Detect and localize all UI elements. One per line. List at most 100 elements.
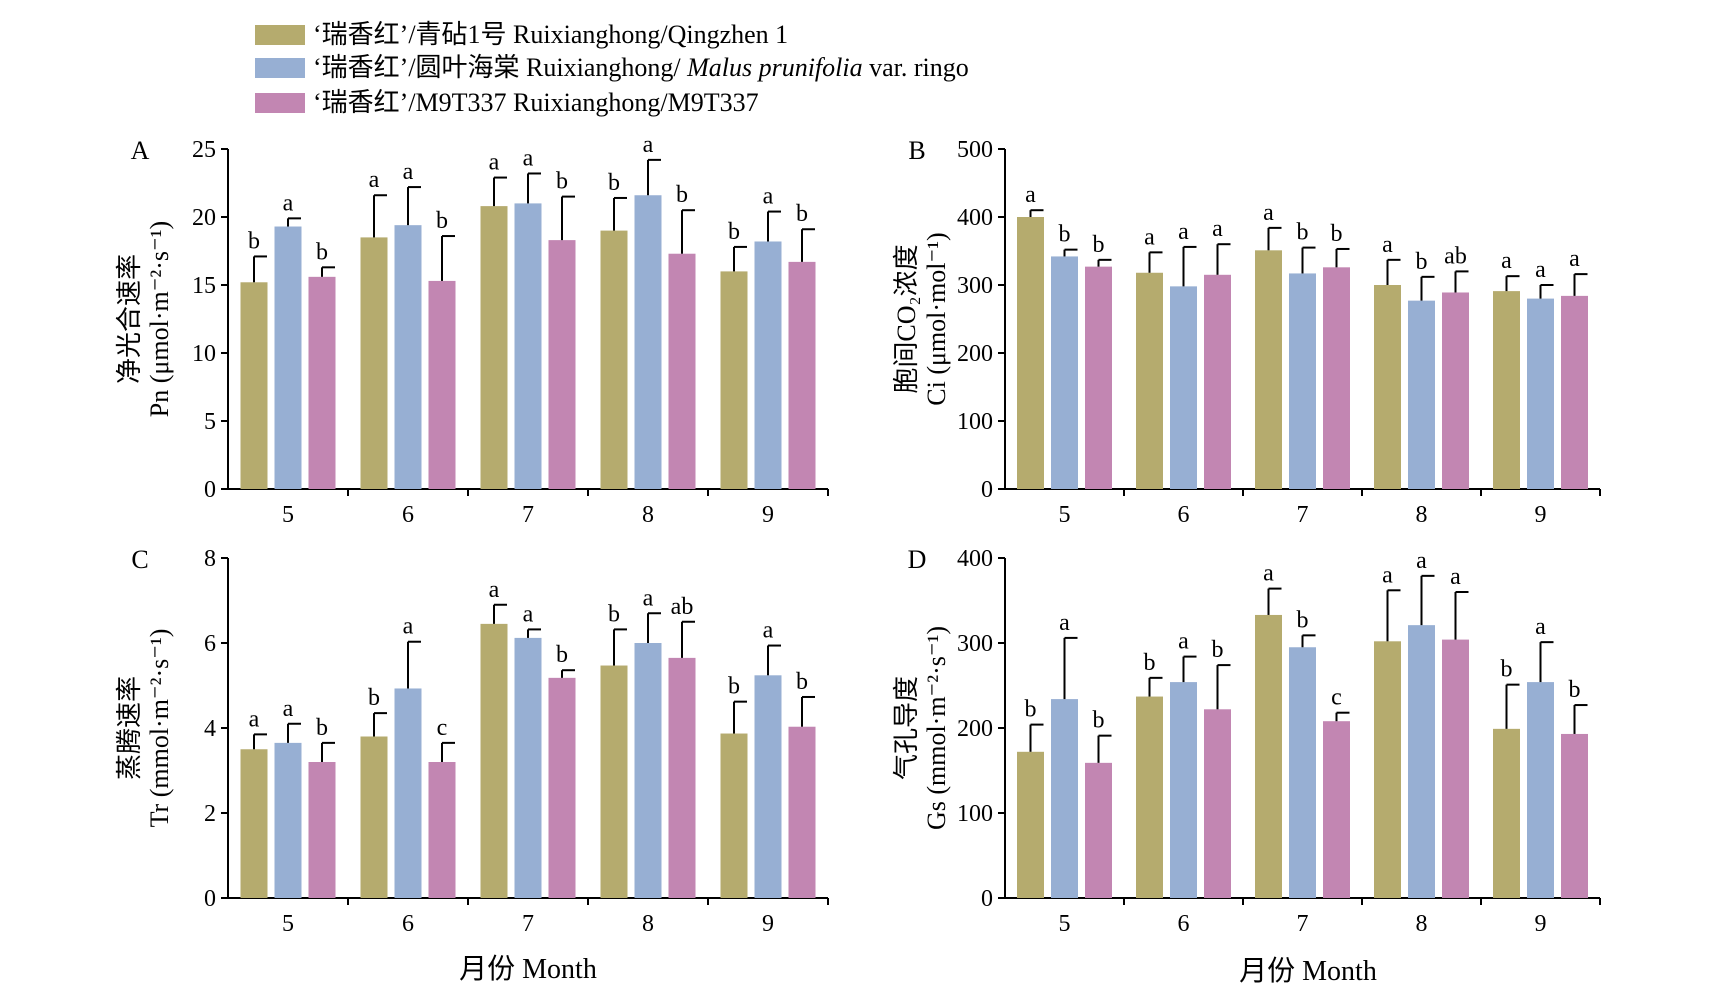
significance-label: b [1569,677,1581,703]
significance-label: b [676,182,688,208]
y-tick-label: 15 [192,273,216,299]
significance-label: b [1059,222,1071,248]
significance-label: a [249,706,260,732]
y-tick-label: 0 [204,477,216,503]
significance-label: c [1331,685,1342,711]
x-tick-label: 5 [1059,911,1071,937]
y-tick-label: 25 [192,137,216,163]
bar [1170,286,1197,489]
significance-label: b [1093,232,1105,258]
y-axis-title: 蒸腾速率 [115,676,144,780]
bar [1527,682,1554,898]
y-tick-label: 10 [192,341,216,367]
significance-label: a [1569,246,1580,272]
panel-label: B [908,136,925,165]
x-tick-label: 7 [522,502,534,528]
bar [308,762,336,898]
bar [1493,291,1520,489]
significance-label: a [1178,219,1189,245]
x-tick-label: 5 [282,502,294,528]
bar [788,261,816,489]
significance-label: a [369,167,380,193]
bar [514,637,542,898]
bar [1323,267,1350,489]
bar [394,225,422,489]
y-axis-title: 气孔导度 [892,676,921,780]
significance-label: a [1025,182,1036,208]
y-axis-title: 胞间CO₂浓度 [892,244,921,393]
y-axis-unit: Ci (μmol·mol⁻¹) [922,232,951,405]
bar [600,230,628,489]
bar [668,253,696,489]
bar [480,206,508,489]
significance-label: a [403,614,414,640]
bar [1204,709,1231,898]
bar [1170,682,1197,898]
significance-label: b [316,715,328,741]
bar [1408,625,1435,898]
legend-label-italic: Malus prunifolia [687,53,863,82]
significance-label: a [643,132,654,158]
x-tick-label: 6 [1178,911,1190,937]
x-axis-title-left: 月份 Month [459,953,597,985]
bar [1017,217,1044,489]
bar [1204,274,1231,489]
bar [1442,292,1469,489]
y-tick-label: 200 [957,341,993,367]
bar [394,688,422,898]
significance-label: a [1450,564,1461,590]
significance-label: b [1093,708,1105,734]
bar [1493,728,1520,898]
significance-label: a [643,585,654,611]
significance-label: a [1178,629,1189,655]
significance-label: b [608,170,620,196]
significance-label: a [1382,232,1393,258]
y-axis-unit: Gs (mmol·m⁻²·s⁻¹) [922,626,951,830]
significance-label: a [523,145,534,171]
y-tick-label: 200 [957,716,993,742]
legend-label: ‘瑞香红’/圆叶海棠 Ruixianghong/ [313,53,688,82]
significance-label: a [489,150,500,176]
y-tick-label: 100 [957,409,993,435]
bar [1136,696,1163,898]
significance-label: b [1501,657,1513,683]
x-tick-label: 9 [762,502,774,528]
significance-label: a [1501,248,1512,274]
significance-label: a [1416,548,1427,574]
legend-swatch [255,93,305,113]
significance-label: b [728,674,740,700]
bar [754,675,782,898]
legend-label: ‘瑞香红’/M9T337 Ruixianghong/M9T337 [313,88,759,117]
significance-label: b [556,169,568,195]
significance-label: c [437,715,448,741]
x-tick-label: 7 [522,911,534,937]
significance-label: b [248,228,260,254]
bar [514,203,542,489]
x-tick-label: 9 [1535,911,1547,937]
bar [1408,300,1435,489]
significance-label: b [1025,697,1037,723]
panel-label: C [131,545,148,574]
x-tick-label: 9 [762,911,774,937]
bar [720,733,748,898]
significance-label: b [436,208,448,234]
y-tick-label: 300 [957,631,993,657]
significance-label: b [556,642,568,668]
y-tick-label: 6 [204,631,216,657]
bar [1051,256,1078,489]
significance-label: a [1059,610,1070,636]
bar [788,726,816,898]
bar [1289,647,1316,898]
y-tick-label: 100 [957,801,993,827]
y-tick-label: 500 [957,137,993,163]
significance-label: a [1263,561,1274,587]
bar [428,762,456,898]
significance-label: a [763,184,774,210]
bar [600,665,628,898]
significance-label: b [1331,221,1343,247]
x-tick-label: 8 [642,911,654,937]
significance-label: b [1297,607,1309,633]
x-tick-label: 9 [1535,502,1547,528]
